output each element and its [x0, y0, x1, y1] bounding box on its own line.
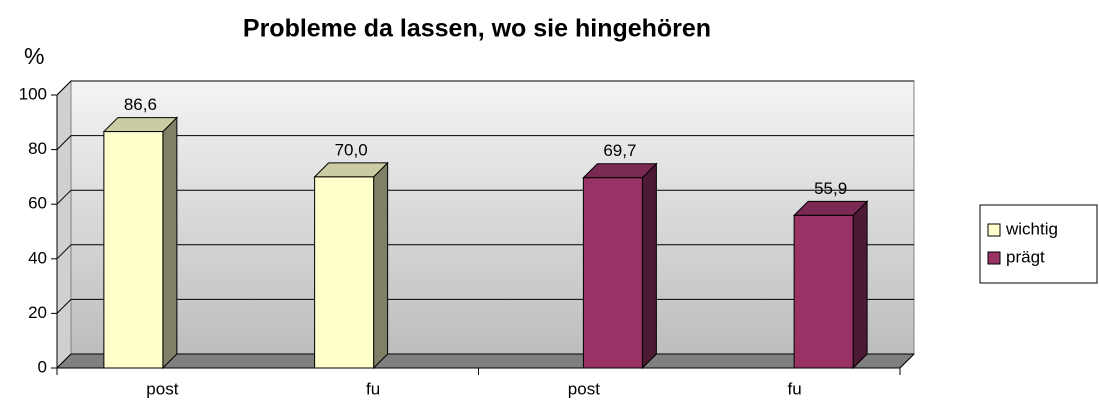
grid-line: [56, 135, 72, 150]
legend-label: wichtig: [1005, 219, 1058, 238]
data-label: 69,7: [603, 141, 636, 160]
grid-line: [56, 189, 72, 205]
x-tick-label: fu: [366, 379, 380, 398]
y-tick-label: 60: [28, 194, 47, 213]
legend: [979, 204, 1098, 284]
x-tick-label: fu: [788, 379, 802, 398]
grid-line: [56, 80, 72, 96]
y-tick-label: 100: [19, 84, 47, 103]
y-tick-label: 0: [38, 357, 47, 376]
grid-line: [56, 299, 72, 314]
x-tick-label: post: [568, 379, 600, 398]
bar-side: [162, 116, 178, 370]
bar-side: [373, 161, 389, 370]
data-label: 86,6: [124, 95, 157, 114]
bar: [314, 176, 375, 369]
y-axis-label: %: [24, 43, 44, 69]
bar-side: [852, 200, 868, 370]
grid-line: [56, 353, 72, 369]
legend-swatch: [987, 251, 1001, 265]
data-label: 70,0: [335, 140, 368, 159]
side-wall: [56, 79, 72, 370]
bar: [582, 177, 643, 369]
y-tick-label: 80: [28, 139, 47, 158]
chart-title: Probleme da lassen, wo sie hingehören: [243, 15, 711, 43]
legend-swatch: [987, 223, 1001, 237]
x-tick-label: post: [146, 379, 178, 398]
bar: [103, 131, 164, 369]
data-label: 55,9: [814, 179, 847, 198]
grid-line: [56, 244, 72, 260]
bar: [793, 214, 854, 369]
floor: [55, 353, 916, 369]
bar-side: [641, 162, 657, 370]
legend-label: prägt: [1006, 247, 1045, 266]
y-tick-label: 40: [28, 248, 47, 267]
back-wall: [70, 80, 915, 355]
y-tick-label: 20: [28, 303, 47, 322]
